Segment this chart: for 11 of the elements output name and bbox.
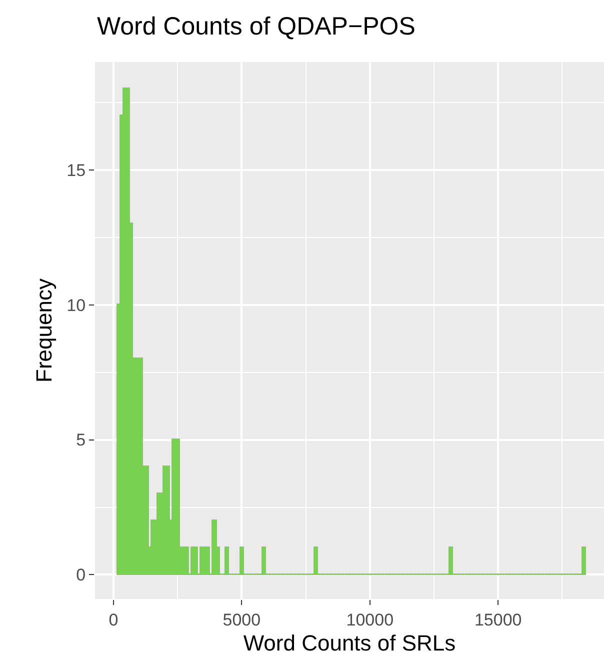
x-tick-label: 0	[108, 610, 118, 630]
x-tick-label: 15000	[474, 610, 522, 630]
x-tick-label: 10000	[346, 610, 394, 630]
x-axis-title: Word Counts of SRLs	[243, 630, 456, 656]
y-tick-label: 5	[76, 430, 86, 450]
x-tick-label: 5000	[222, 610, 261, 630]
y-axis-title: Frequency	[31, 278, 56, 382]
chart-title: Word Counts of QDAP−POS	[96, 12, 416, 40]
y-tick-label: 10	[66, 296, 86, 315]
y-tick-label: 15	[66, 160, 86, 180]
y-tick-label: 0	[76, 566, 86, 585]
